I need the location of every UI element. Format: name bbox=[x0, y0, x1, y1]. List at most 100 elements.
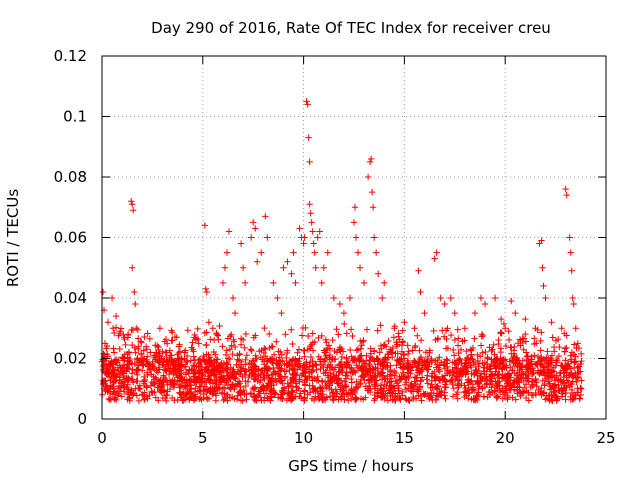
data-point bbox=[504, 371, 511, 378]
data-point bbox=[491, 360, 499, 368]
data-point bbox=[164, 381, 171, 388]
data-point bbox=[548, 352, 556, 359]
data-point bbox=[508, 297, 515, 305]
data-point bbox=[171, 333, 179, 341]
data-point bbox=[449, 393, 457, 400]
data-point bbox=[126, 395, 133, 402]
data-point bbox=[328, 386, 335, 393]
data-point bbox=[206, 376, 213, 383]
data-point bbox=[433, 383, 440, 391]
data-point bbox=[265, 365, 272, 372]
data-point bbox=[110, 349, 118, 356]
data-point bbox=[532, 389, 539, 397]
data-point bbox=[441, 372, 449, 379]
data-point bbox=[553, 396, 561, 404]
data-point bbox=[392, 350, 399, 357]
data-point bbox=[170, 379, 178, 387]
data-point bbox=[121, 335, 128, 343]
data-point bbox=[430, 327, 437, 335]
data-point bbox=[277, 367, 284, 374]
data-point bbox=[135, 343, 142, 350]
data-point bbox=[519, 339, 526, 347]
data-point bbox=[390, 382, 398, 390]
data-point bbox=[465, 356, 472, 364]
data-point bbox=[270, 351, 278, 358]
data-point bbox=[338, 391, 346, 398]
data-point bbox=[289, 391, 297, 399]
data-point bbox=[318, 377, 326, 385]
data-point bbox=[236, 350, 243, 358]
data-point bbox=[374, 327, 381, 334]
data-point bbox=[320, 396, 327, 403]
data-point bbox=[227, 385, 235, 393]
data-point bbox=[414, 332, 421, 340]
data-point bbox=[261, 375, 268, 383]
data-point bbox=[326, 351, 334, 359]
data-point bbox=[497, 315, 505, 323]
data-point bbox=[296, 355, 303, 362]
data-point bbox=[238, 367, 245, 374]
data-point bbox=[446, 377, 454, 384]
data-point bbox=[235, 363, 243, 371]
data-point bbox=[301, 234, 308, 241]
data-point bbox=[540, 363, 547, 371]
data-point bbox=[457, 346, 465, 353]
data-point bbox=[538, 237, 545, 244]
data-point bbox=[335, 331, 342, 338]
data-point bbox=[517, 374, 525, 381]
data-point bbox=[366, 360, 373, 368]
data-point bbox=[568, 380, 575, 388]
data-point bbox=[154, 384, 162, 391]
data-point bbox=[370, 234, 378, 241]
data-point bbox=[309, 228, 316, 235]
data-point bbox=[155, 379, 163, 387]
data-point bbox=[572, 325, 579, 332]
data-point bbox=[196, 383, 203, 390]
data-point bbox=[133, 356, 141, 364]
data-point bbox=[310, 387, 317, 395]
data-point bbox=[471, 335, 478, 342]
data-point bbox=[305, 369, 313, 376]
data-point bbox=[343, 368, 350, 376]
data-point bbox=[415, 267, 422, 274]
data-point bbox=[229, 350, 236, 358]
data-point bbox=[401, 319, 408, 326]
data-point bbox=[481, 300, 489, 308]
data-point bbox=[571, 364, 578, 372]
data-point bbox=[562, 185, 569, 193]
data-point bbox=[546, 386, 554, 393]
data-point bbox=[531, 335, 538, 342]
data-point bbox=[562, 396, 569, 403]
data-point bbox=[346, 364, 353, 371]
data-point bbox=[301, 367, 308, 374]
data-point bbox=[149, 360, 156, 368]
data-point bbox=[221, 264, 229, 271]
data-point bbox=[439, 327, 446, 334]
data-point bbox=[474, 351, 481, 359]
data-point bbox=[552, 337, 560, 344]
data-point bbox=[156, 358, 163, 365]
data-point bbox=[395, 333, 402, 340]
data-point bbox=[330, 294, 338, 302]
data-point bbox=[105, 395, 113, 403]
data-point bbox=[266, 355, 274, 363]
data-point bbox=[380, 388, 387, 395]
data-point bbox=[343, 359, 351, 367]
data-point bbox=[451, 359, 458, 366]
data-point bbox=[416, 347, 423, 354]
data-point bbox=[190, 334, 198, 341]
data-point bbox=[321, 395, 329, 403]
data-point bbox=[311, 249, 318, 256]
data-point bbox=[190, 397, 198, 404]
data-point bbox=[289, 340, 296, 348]
data-point bbox=[558, 393, 566, 400]
data-point bbox=[326, 345, 334, 352]
data-point bbox=[210, 336, 218, 344]
y-tick-labels: 0 0.02 0.04 0.06 0.08 0.1 0.12 bbox=[54, 47, 87, 428]
data-point bbox=[278, 377, 285, 385]
data-point bbox=[406, 397, 413, 405]
data-point bbox=[332, 393, 340, 400]
data-point bbox=[574, 340, 581, 347]
data-point bbox=[569, 294, 576, 302]
data-point bbox=[436, 368, 443, 375]
